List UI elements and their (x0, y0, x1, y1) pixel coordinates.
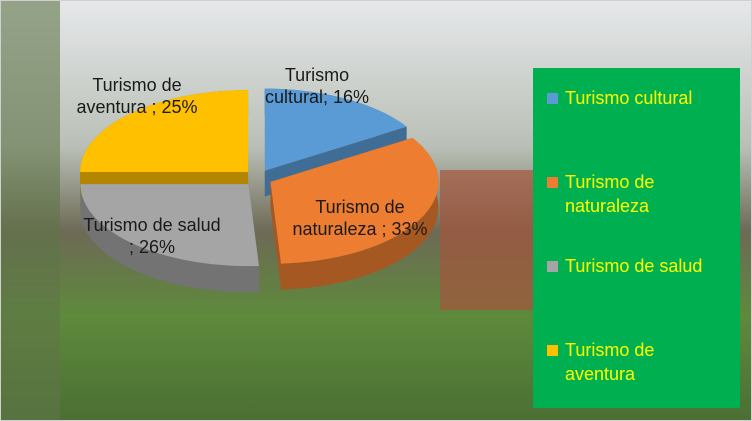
slice-side (281, 137, 439, 290)
slice-top (80, 90, 249, 173)
data-label: Turismo de naturaleza ; 33% (292, 197, 428, 239)
legend-label: Turismo de aventura (565, 340, 655, 384)
legend-swatch (547, 345, 558, 356)
data-label: Turismo de salud ; 26% (83, 215, 221, 257)
legend-swatch (547, 261, 558, 272)
legend-label: Turismo de naturaleza (565, 172, 655, 216)
background-tree (0, 0, 60, 421)
data-label: Turismo cultural; 16% (264, 65, 370, 107)
legend-label: Turismo de salud (565, 256, 703, 276)
slice (80, 184, 259, 293)
slice (270, 137, 439, 290)
background-wall (440, 170, 540, 310)
legend: Turismo cultural Turismo de naturaleza Tur… (533, 68, 740, 408)
slice-top (270, 137, 439, 264)
legend-swatch (547, 93, 558, 104)
legend-swatch (547, 177, 558, 188)
slice-wall (270, 181, 282, 290)
data-label: Turismo de aventura ; 25% (76, 75, 198, 117)
slice-top (264, 88, 407, 171)
slice-top (80, 184, 259, 267)
legend-label: Turismo cultural (565, 88, 693, 108)
slice-side (80, 184, 259, 293)
